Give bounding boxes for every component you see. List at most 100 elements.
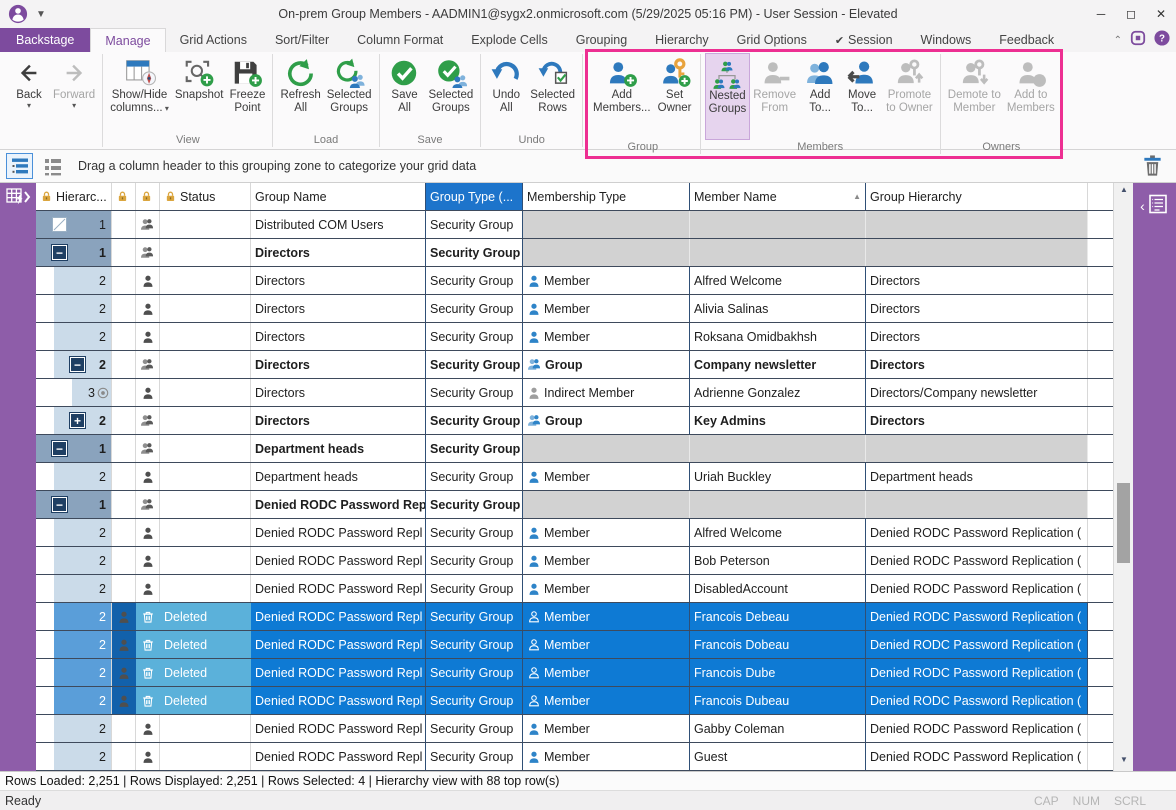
tab-explode-cells[interactable]: Explode Cells [457, 28, 561, 52]
table-row[interactable]: 2 Denied RODC Password Repl Security Group… [36, 519, 1113, 547]
ribbon-button-forward[interactable]: Forward ▾ [50, 53, 98, 133]
table-row[interactable]: 2 Directors Security Group Member Roksana Om… [36, 323, 1113, 351]
ribbon-button-set-owner[interactable]: Set Owner [654, 53, 696, 140]
app-icon[interactable] [8, 4, 28, 24]
table-row[interactable]: −1 Department heads Security Group [36, 435, 1113, 463]
table-row[interactable]: 1 Distributed COM Users Security Group [36, 211, 1113, 239]
tab-hierarchy[interactable]: Hierarchy [641, 28, 723, 52]
ribbon-button-add-to[interactable]: Add To... [799, 53, 841, 140]
tab-label: Grid Options [736, 33, 807, 47]
collapse-icon[interactable]: − [52, 441, 67, 456]
tab-backstage[interactable]: Backstage [0, 28, 91, 52]
table-row[interactable]: −1 Denied RODC Password Rep Security Group [36, 491, 1113, 519]
collapse-icon[interactable]: − [70, 357, 85, 372]
ribbon-button-freeze-point[interactable]: Freeze Point [226, 53, 268, 133]
right-side-panel[interactable]: ‹ [1133, 183, 1176, 771]
tab-windows[interactable]: Windows [907, 28, 986, 52]
table-row[interactable]: 2 Deleted Denied RODC Password Repl Securit… [36, 659, 1113, 687]
minimize-button[interactable]: ─ [1096, 7, 1106, 21]
ribbon-button-add-to-members[interactable]: Add to Members [1004, 53, 1058, 140]
flat-list-view-button[interactable] [39, 153, 66, 179]
ribbon-button-show-hide-columns[interactable]: Show/Hide columns... ▾ [107, 53, 172, 133]
table-row[interactable]: 2 Department heads Security Group Member Uri… [36, 463, 1113, 491]
tab-column-format[interactable]: Column Format [343, 28, 457, 52]
table-row[interactable]: 2 Denied RODC Password Repl Security Group… [36, 575, 1113, 603]
table-row[interactable]: 2 Denied RODC Password Repl Security Group… [36, 715, 1113, 743]
table-row[interactable]: +2 Directors Security Group Group Key Admins… [36, 407, 1113, 435]
tab-grid-actions[interactable]: Grid Actions [166, 28, 261, 52]
grid-actions-corner-icon[interactable] [0, 183, 36, 211]
ribbon-button-snapshot[interactable]: Snapshot [172, 53, 227, 133]
left-side-panel[interactable] [0, 183, 36, 771]
column-header-status[interactable]: Status [160, 183, 251, 210]
column-header-hierarc[interactable]: Hierarc... [36, 183, 112, 210]
ribbon-group-caption: Owners [982, 141, 1021, 153]
collapse-icon[interactable]: − [52, 245, 67, 260]
ribbon-button-demote-to-member[interactable]: Demote to Member [945, 53, 1004, 140]
cell-group-hierarchy: Denied RODC Password Replication ( [866, 519, 1088, 546]
freeze-icon [231, 57, 263, 89]
cell-lock-2 [136, 267, 160, 294]
table-row[interactable]: −2 Directors Security Group Group Company ne… [36, 351, 1113, 379]
table-row[interactable]: 3 Directors Security Group Indirect Member A… [36, 379, 1113, 407]
table-row[interactable]: 2 Deleted Denied RODC Password Repl Securit… [36, 603, 1113, 631]
cell-lock-2 [136, 463, 160, 490]
hierarchy-list-view-button[interactable] [6, 153, 33, 179]
column-header-group-name[interactable]: Group Name [251, 183, 426, 210]
session-monitor-icon[interactable] [1130, 30, 1146, 51]
ribbon-button-save-all[interactable]: Save All [384, 53, 426, 133]
ribbon-button-selected-rows[interactable]: Selected Rows [527, 53, 578, 133]
delete-grouping-icon[interactable] [1141, 153, 1164, 183]
tab-session[interactable]: ✔ Session [821, 28, 907, 52]
tab-sort-filter[interactable]: Sort/Filter [261, 28, 343, 52]
membership-type: Member [544, 329, 590, 344]
ribbon-button-undo-all[interactable]: Undo All [485, 53, 527, 133]
table-row[interactable]: 2 Deleted Denied RODC Password Repl Securit… [36, 687, 1113, 715]
save-groups-icon [435, 57, 467, 89]
ribbon-button-move-to[interactable]: Move To... [841, 53, 883, 140]
scroll-down-icon[interactable]: ▼ [1120, 755, 1128, 764]
table-row[interactable]: 2 Directors Security Group Member Alivia Sal… [36, 295, 1113, 323]
collapse-ribbon-icon[interactable]: ⌃ [1113, 34, 1122, 46]
table-row[interactable]: 2 Denied RODC Password Repl Security Group… [36, 547, 1113, 575]
collapse-icon[interactable]: − [52, 497, 67, 512]
tab-feedback[interactable]: Feedback [985, 28, 1068, 52]
quick-access-caret-icon[interactable]: ▼ [36, 8, 46, 20]
table-row[interactable]: 2 Deleted Denied RODC Password Repl Securit… [36, 631, 1113, 659]
ribbon-button-selected-groups[interactable]: Selected Groups [324, 53, 375, 133]
tab-manage[interactable]: Manage [90, 28, 166, 52]
close-button[interactable]: ✕ [1155, 7, 1167, 21]
tab-grid-options[interactable]: Grid Options [723, 28, 821, 52]
ribbon-button-promote-to-owner[interactable]: Promote to Owner [883, 53, 936, 140]
table-row[interactable]: 2 Denied RODC Password Repl Security Group… [36, 743, 1113, 771]
vertical-scrollbar[interactable]: ▲ ▼ [1113, 183, 1133, 771]
column-header-lock-9[interactable] [1088, 183, 1113, 210]
column-header-lock-2[interactable] [136, 183, 160, 210]
group-type: Security Group [430, 441, 521, 456]
ribbon-button-label: columns... ▾ [110, 102, 169, 115]
tab-grouping[interactable]: Grouping [562, 28, 641, 52]
help-icon[interactable]: ? [1154, 29, 1170, 51]
column-header-lock-1[interactable] [112, 183, 136, 210]
scroll-up-icon[interactable]: ▲ [1120, 185, 1128, 194]
expand-icon[interactable]: + [70, 413, 85, 428]
chevron-left-icon[interactable]: ‹ [1140, 197, 1145, 214]
ribbon-group-caption: Save [417, 134, 443, 146]
ribbon-button-back[interactable]: Back ▾ [8, 53, 50, 133]
ribbon-button-add-members[interactable]: Add Members... [590, 53, 654, 140]
column-header-membership-type[interactable]: Membership Type [523, 183, 690, 210]
column-header-member-name[interactable]: Member Name ▲ [690, 183, 866, 210]
maximize-button[interactable]: ◻ [1126, 7, 1136, 21]
member-icon [527, 470, 541, 484]
grid-list-panel-icon[interactable] [1147, 193, 1169, 218]
ribbon-button-nested-groups[interactable]: Nested Groups [704, 53, 751, 140]
ribbon-button-selected-groups[interactable]: Selected Groups [426, 53, 477, 133]
table-row[interactable]: 2 Directors Security Group Member Alfred Wel… [36, 267, 1113, 295]
scrollbar-thumb[interactable] [1117, 483, 1130, 563]
group-name: Denied RODC Password Repl [255, 609, 423, 624]
ribbon-button-refresh-all[interactable]: Refresh All [277, 53, 323, 133]
column-header-group-hierarchy[interactable]: Group Hierarchy [866, 183, 1088, 210]
ribbon-button-remove-from[interactable]: Remove From [750, 53, 799, 140]
table-row[interactable]: −1 Directors Security Group [36, 239, 1113, 267]
column-header-group-type[interactable]: Group Type (... [426, 183, 523, 210]
